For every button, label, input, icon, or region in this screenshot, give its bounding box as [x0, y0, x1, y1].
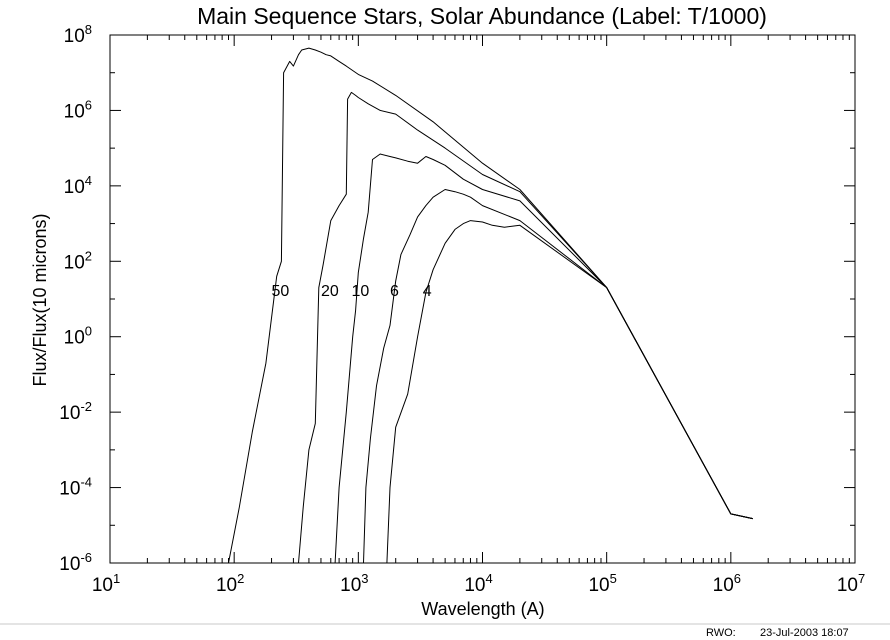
series-label-6: 6 — [390, 283, 399, 300]
y-tick-label: 102 — [64, 248, 92, 273]
y-axis-label: Flux/Flux(10 microns) — [30, 213, 50, 386]
series-label-50: 50 — [272, 283, 290, 300]
x-tick-label: 105 — [588, 571, 616, 596]
x-tick-label: 101 — [92, 571, 120, 596]
y-tick-label: 10-4 — [59, 475, 92, 500]
series-line-50 — [228, 47, 753, 564]
x-tick-label: 102 — [216, 571, 244, 596]
x-axis-ticks: 101 102 103 104 105 106 107 — [92, 35, 865, 596]
footer-date: 23-Jul-2003 18:07 — [760, 627, 849, 639]
series-label-10: 10 — [351, 283, 369, 300]
series-line-4 — [386, 220, 753, 564]
y-tick-label: 108 — [64, 22, 92, 47]
y-tick-label: 104 — [64, 173, 92, 198]
y-tick-label: 100 — [64, 324, 92, 349]
footer-author: RWO: — [706, 627, 736, 639]
chart-title: Main Sequence Stars, Solar Abundance (La… — [197, 3, 767, 29]
y-tick-label: 10-2 — [59, 399, 92, 424]
series-group: 50 20 10 6 4 — [228, 47, 753, 564]
series-label-4: 4 — [423, 283, 432, 300]
x-tick-label: 104 — [464, 571, 492, 596]
x-tick-label: 106 — [713, 571, 741, 596]
series-line-20 — [298, 91, 753, 564]
x-axis-label: Wavelength (A) — [421, 599, 544, 619]
series-line-10 — [334, 153, 753, 564]
plot-frame — [109, 34, 856, 564]
series-line-6 — [363, 189, 753, 564]
y-tick-label: 10-6 — [59, 550, 92, 575]
x-tick-label: 107 — [837, 571, 865, 596]
x-tick-label: 103 — [340, 571, 368, 596]
y-tick-label: 106 — [64, 97, 92, 122]
series-label-20: 20 — [321, 283, 339, 300]
